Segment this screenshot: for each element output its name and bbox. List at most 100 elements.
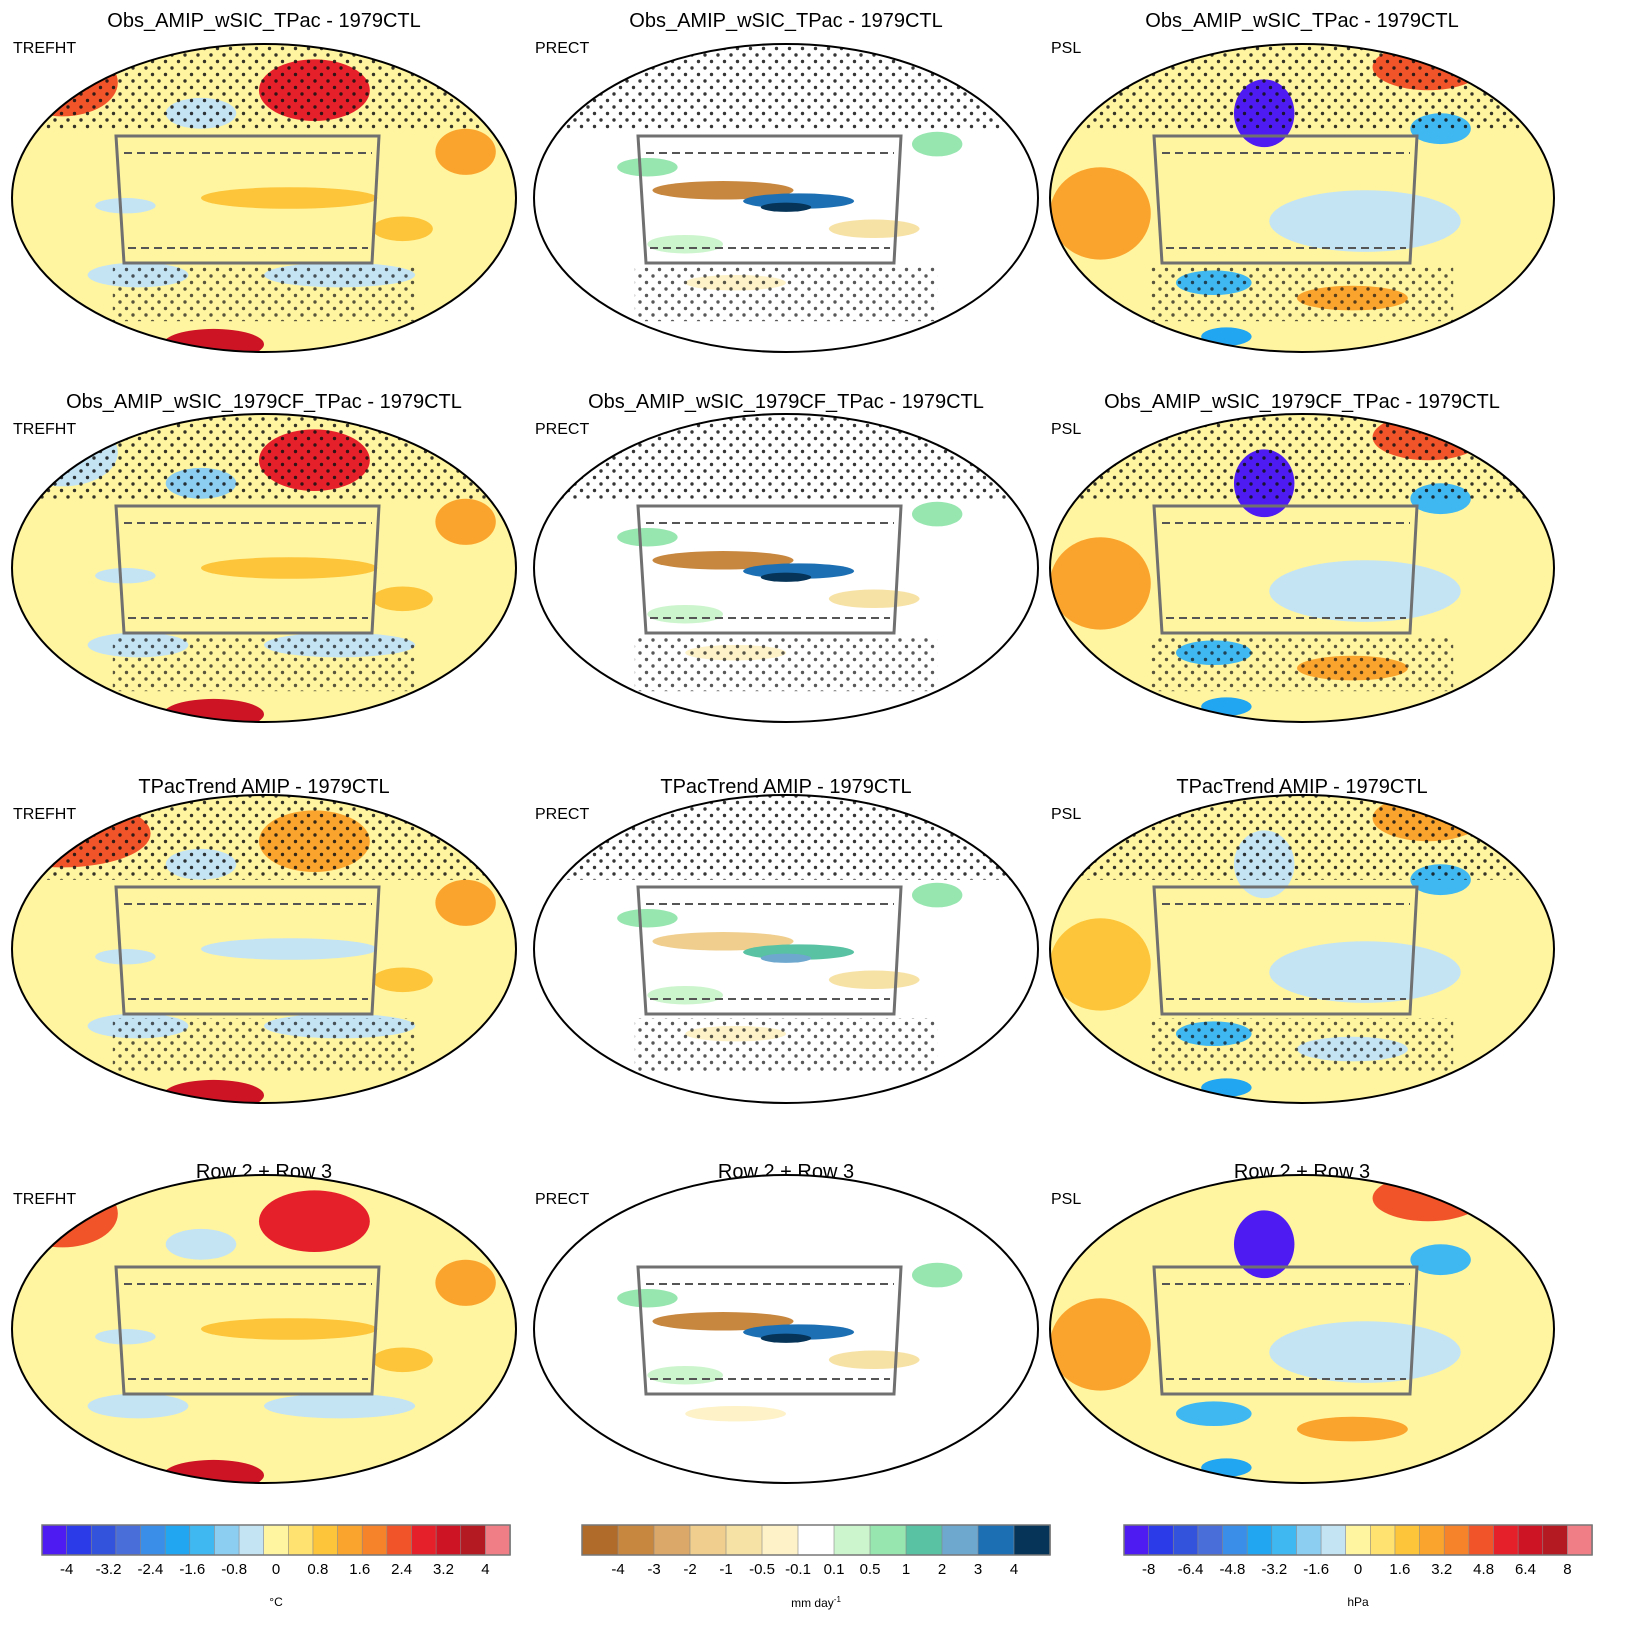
significance-stipple <box>634 1018 938 1073</box>
anomaly-region <box>1269 1321 1461 1383</box>
significance-stipple <box>112 637 416 692</box>
colorbar-cell <box>761 1524 799 1556</box>
colorbar-tick-label: 2 <box>937 1561 947 1578</box>
anomaly-region <box>617 157 678 177</box>
significance-stipple <box>1150 637 1454 692</box>
anomaly-region <box>258 1190 370 1252</box>
panel-title: Obs_AMIP_wSIC_TPac - 1979CTL <box>629 10 942 32</box>
colorbar-cell <box>1271 1524 1298 1556</box>
variable-label: PSL <box>1051 40 1081 57</box>
significance-stipple <box>12 795 516 880</box>
significance-stipple <box>634 637 938 692</box>
anomaly-region <box>1201 1458 1252 1477</box>
colorbar-cell <box>1517 1524 1544 1556</box>
colorbar-cell <box>1542 1524 1569 1556</box>
anomaly-region <box>617 527 678 547</box>
anomaly-region <box>1410 1244 1471 1276</box>
colorbar-unit-label: °C <box>269 1595 283 1609</box>
colorbar-tick-label: -2 <box>683 1561 697 1578</box>
anomaly-region <box>163 328 265 352</box>
colorbar-tick-label: -3.2 <box>95 1561 122 1578</box>
significance-stipple <box>1050 795 1554 880</box>
colorbar-cell <box>411 1524 437 1556</box>
tropical-pacific-box <box>1152 134 1419 265</box>
inner-region-dashed <box>124 903 372 1000</box>
anomaly-region <box>1201 697 1252 716</box>
panel-title: Obs_AMIP_wSIC_TPac - 1979CTL <box>107 10 420 32</box>
tropical-pacific-box <box>114 134 381 265</box>
anomaly-region <box>828 589 920 609</box>
tropical-pacific-box <box>1152 885 1419 1016</box>
map-boundary <box>1049 43 1555 353</box>
significance-stipple <box>534 44 1038 129</box>
colorbar-cell <box>90 1524 117 1556</box>
anomaly-region <box>912 882 963 908</box>
significance-stipple <box>634 267 938 322</box>
panel-title: TPacTrend AMIP - 1979CTL <box>1176 776 1427 798</box>
tropical-pacific-box <box>114 504 381 635</box>
colorbar-cell <box>1567 1524 1593 1556</box>
anomaly-region <box>647 1365 723 1385</box>
panel-title: TPacTrend AMIP - 1979CTL <box>660 776 911 798</box>
anomaly-region <box>372 216 433 242</box>
variable-label: PSL <box>1051 421 1081 438</box>
significance-stipple <box>1150 1018 1454 1073</box>
significance-stipple <box>112 1018 416 1073</box>
colorbar-cell <box>869 1524 907 1556</box>
colorbar-cell <box>1197 1524 1224 1556</box>
anomaly-region <box>1201 327 1252 346</box>
anomaly-region <box>1050 167 1151 260</box>
colorbar-cell <box>941 1524 979 1556</box>
colorbar-cell <box>1394 1524 1421 1556</box>
anomaly-region <box>435 128 496 175</box>
anomaly-region <box>264 1393 416 1419</box>
anomaly-region <box>760 1333 812 1343</box>
variable-label: PSL <box>1051 806 1081 823</box>
colorbar-cell <box>905 1524 943 1556</box>
colorbar-tick-label: -2.4 <box>137 1561 164 1578</box>
colorbar-tick-label: 4 <box>481 1561 490 1578</box>
colorbar-tick-label: 0.8 <box>307 1561 329 1578</box>
anomaly-region <box>912 131 963 157</box>
anomaly-region <box>1233 1210 1295 1279</box>
anomaly-region <box>1050 537 1151 630</box>
anomaly-field <box>1050 44 1554 352</box>
tropical-pacific-box <box>636 134 903 265</box>
significance-stipple <box>1050 414 1554 499</box>
inner-region-dashed <box>646 522 894 619</box>
anomaly-field <box>12 1175 516 1483</box>
colorbar-tick-label: 3.2 <box>433 1561 454 1578</box>
colorbar-tick-label: 0 <box>1353 1561 1363 1578</box>
colorbar-cell <box>1468 1524 1495 1556</box>
colorbar-cell <box>263 1524 290 1556</box>
inner-region-dashed <box>646 903 894 1000</box>
map-panel-r3-c3: TPacTrend AMIP - 1979CTL PSL <box>1049 776 1555 1104</box>
colorbar-tick-label: 6.4 <box>1515 1561 1536 1578</box>
map-boundary <box>533 1174 1039 1484</box>
colorbar-tick-label: -3 <box>647 1561 661 1578</box>
map-boundary <box>11 794 517 1104</box>
colorbar-tick-label: 3 <box>973 1561 983 1578</box>
anomaly-region <box>1269 190 1461 252</box>
colorbar-tick-label: -0.1 <box>785 1561 811 1578</box>
colorbar-cell <box>1320 1524 1347 1556</box>
map-boundary <box>11 1174 517 1484</box>
map-panel-r2-c3: Obs_AMIP_wSIC_1979CF_TPac - 1979CTL PSL <box>1049 391 1555 723</box>
colorbar-trefht <box>41 1524 511 1556</box>
colorbar-tick-label: -4 <box>611 1561 625 1578</box>
anomaly-field <box>534 44 1038 352</box>
colorbar-cell <box>1222 1524 1248 1556</box>
colorbar-cell <box>1013 1524 1051 1556</box>
colorbar-tick-label: 1.6 <box>1389 1561 1411 1578</box>
colorbar-tick-label: -4 <box>59 1561 74 1578</box>
colorbar-frame <box>1123 1524 1593 1556</box>
colorbar-cell <box>1172 1524 1199 1556</box>
variable-label: TREFHT <box>13 40 76 57</box>
map-boundary <box>533 43 1039 353</box>
anomaly-region <box>435 1259 496 1306</box>
colorbar-cell <box>581 1524 619 1556</box>
anomaly-region <box>647 604 723 624</box>
colorbar-unit-label: hPa <box>1347 1595 1369 1609</box>
map-boundary <box>11 413 517 723</box>
anomaly-region <box>163 698 265 722</box>
